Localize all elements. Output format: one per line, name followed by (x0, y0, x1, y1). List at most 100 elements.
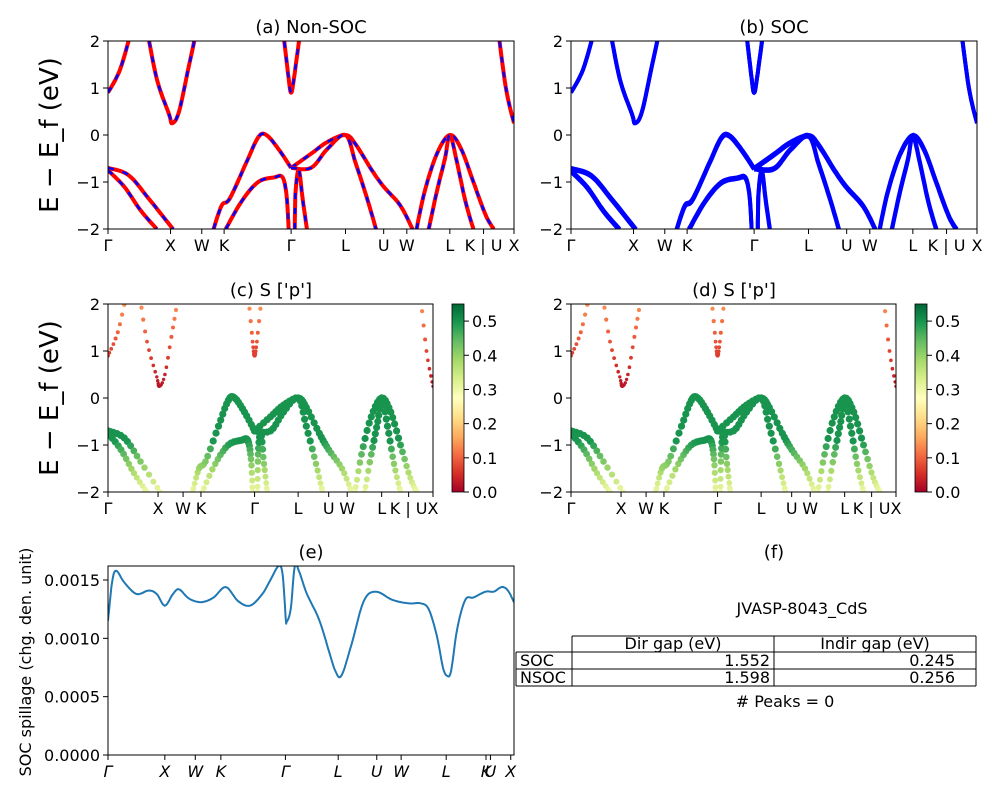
projection-point (247, 306, 252, 311)
panel-a-title: (a) Non-SOC (255, 17, 366, 38)
projection-point (355, 468, 362, 475)
projection-point (387, 408, 395, 416)
projection-point (363, 426, 371, 435)
projection-point (354, 476, 360, 483)
projection-point (161, 377, 166, 382)
projection-point (259, 445, 267, 453)
projection-point (254, 451, 262, 458)
ytick-label: 0.0010 (44, 629, 100, 648)
projection-point (427, 366, 432, 371)
band-nsoc-overlay (498, 41, 514, 124)
projection-point (833, 436, 841, 445)
panel-c-colorbar (451, 303, 465, 493)
projection-point (717, 483, 724, 490)
xtick-label: X (972, 236, 983, 255)
projection-point (155, 375, 159, 379)
projection-point (672, 466, 679, 473)
projection-point (219, 410, 227, 418)
panel-a-bands (108, 41, 514, 229)
projection-point (765, 422, 773, 430)
panel-d-frame (570, 303, 897, 493)
projection-point (711, 462, 718, 469)
panel-a-frame (107, 40, 515, 230)
xtick-label: U (323, 499, 335, 518)
projection-point (414, 489, 420, 492)
projection-point (389, 453, 397, 461)
projection-point (130, 470, 138, 477)
projection-point (886, 337, 891, 342)
projection-point (806, 475, 813, 482)
projection-point (319, 489, 326, 492)
projection-point (856, 474, 863, 481)
projection-point (826, 476, 833, 483)
projection-point (627, 365, 632, 370)
projection-point (255, 330, 260, 335)
xtick-label: W (393, 762, 410, 781)
projection-point (574, 342, 579, 346)
projection-point (606, 329, 611, 334)
xtick-label: U (378, 236, 390, 255)
ytick-label: 2 (90, 32, 100, 51)
projection-point (147, 348, 151, 352)
projection-point (254, 483, 261, 490)
projection-point (667, 452, 675, 460)
band-nsoc (426, 133, 476, 229)
projection-point (209, 437, 217, 445)
projection-point (830, 451, 838, 458)
projection-point (310, 453, 318, 461)
projection-point (249, 477, 256, 484)
xtick-label: X (509, 236, 520, 255)
projection-point (250, 339, 255, 344)
projection-point (585, 455, 593, 463)
projection-point (397, 489, 404, 492)
projection-point (109, 347, 114, 351)
band-soc (752, 134, 877, 229)
panel-e-spillage: (e) SOC spillage (chg. den. unit) 0.0000… (16, 542, 517, 781)
projection-point (824, 434, 832, 443)
projection-point (151, 363, 156, 368)
projection-point (380, 401, 388, 409)
projection-point (193, 474, 200, 481)
xtick-label: U (371, 762, 383, 781)
projection-point (720, 432, 729, 440)
projection-point (341, 470, 348, 477)
projection-point (714, 345, 719, 350)
xtick-label: X (504, 762, 517, 781)
cell-soc-dir: 1.552 (724, 651, 770, 670)
xtick-label: X (428, 499, 439, 518)
projection-point (682, 410, 690, 418)
projection-point (893, 380, 896, 384)
projection-point (397, 441, 404, 449)
projection-point (352, 489, 358, 492)
band-nsoc-overlay (224, 174, 290, 229)
projection-point (830, 413, 838, 421)
projection-point (590, 442, 598, 450)
projection-point (585, 304, 590, 307)
projection-point (202, 458, 209, 465)
projection-point (217, 416, 225, 424)
projection-point (190, 485, 197, 492)
ytick-label: 2 (90, 295, 100, 314)
projection-point (669, 445, 677, 453)
projection-point (771, 445, 779, 453)
projection-point (254, 458, 262, 465)
projection-point (718, 330, 723, 335)
projection-point (201, 485, 207, 491)
projection-point (724, 466, 731, 474)
projection-point (608, 471, 616, 478)
xtick-label: K (481, 762, 493, 781)
ytick-label: −1 (539, 436, 563, 455)
projection-point (616, 369, 620, 374)
projection-point (173, 307, 179, 313)
projection-point (136, 479, 143, 485)
xtick-label: X (616, 499, 627, 518)
band-nsoc-overlay (427, 133, 475, 229)
projection-point (393, 427, 401, 435)
xtick-label: W (638, 499, 654, 518)
band-soc (753, 134, 841, 229)
projection-point (157, 489, 163, 492)
projection-point (308, 445, 316, 453)
band-nsoc (108, 41, 131, 94)
ytick-label: 0 (90, 389, 100, 408)
